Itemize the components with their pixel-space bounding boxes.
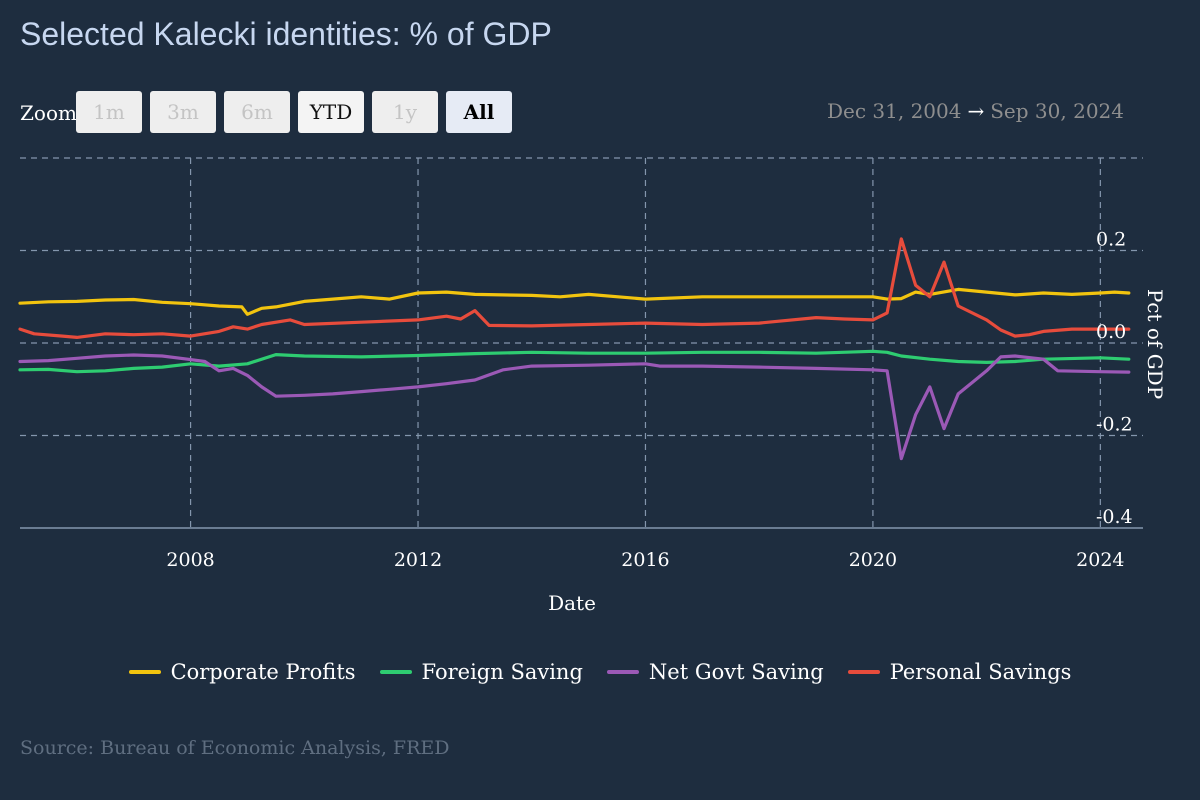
- x-tick-label: 2020: [849, 549, 897, 571]
- legend-item-net-govt-saving[interactable]: Net Govt Saving: [606, 660, 824, 684]
- range-to[interactable]: Sep 30, 2024: [990, 99, 1124, 123]
- range-arrow: →: [967, 99, 985, 123]
- x-tick-label: 2012: [394, 549, 442, 571]
- range-from[interactable]: Dec 31, 2004: [826, 99, 962, 123]
- grid: [20, 157, 1143, 529]
- x-tick-label: 2016: [621, 549, 669, 571]
- legend-label: Corporate Profits: [170, 660, 356, 684]
- zoom-1y-button[interactable]: 1y: [372, 91, 438, 133]
- series-line-net-govt-saving[interactable]: [18, 353, 1131, 461]
- zoom-6m-button[interactable]: 6m: [224, 91, 290, 133]
- zoom-1m-button[interactable]: 1m: [76, 91, 142, 133]
- x-axis-label: Date: [548, 591, 596, 615]
- legend-item-personal-savings[interactable]: Personal Savings: [847, 660, 1072, 684]
- legend: Corporate Profits Foreign Saving Net Govt …: [0, 660, 1200, 684]
- series-line-personal-savings[interactable]: [18, 237, 1131, 339]
- zoom-label: Zoom: [20, 101, 77, 125]
- series-line-foreign-saving[interactable]: [18, 349, 1131, 374]
- zoom-all-button[interactable]: All: [446, 91, 512, 133]
- legend-item-foreign-saving[interactable]: Foreign Saving: [379, 660, 583, 684]
- legend-label: Foreign Saving: [421, 660, 583, 684]
- x-tick-label: 2024: [1076, 549, 1124, 571]
- y-tick-label: -0.4: [1096, 506, 1133, 528]
- legend-swatch: [606, 670, 639, 674]
- zoom-3m-button[interactable]: 3m: [150, 91, 216, 133]
- y-tick-label: 0.2: [1096, 229, 1126, 251]
- legend-swatch: [847, 670, 880, 674]
- date-range: Dec 31, 2004 → Sep 30, 2024: [827, 99, 1124, 123]
- x-tick-label: 2008: [166, 549, 214, 571]
- series-line-corporate-profits[interactable]: [18, 287, 1131, 316]
- legend-label: Net Govt Saving: [648, 660, 824, 684]
- y-axis-label: Pct of GDP: [1143, 289, 1167, 399]
- legend-swatch: [379, 670, 412, 674]
- legend-label: Personal Savings: [889, 660, 1072, 684]
- axis-ticks: 2008 2012 2016 2020 2024 0.2 0.0 -0.2 -0.4: [166, 229, 1132, 572]
- chart-title: Selected Kalecki identities: % of GDP: [20, 16, 552, 52]
- y-tick-label: -0.2: [1096, 414, 1133, 436]
- legend-swatch: [128, 670, 161, 674]
- source-note: Source: Bureau of Economic Analysis, FRE…: [20, 737, 450, 759]
- zoom-ytd-button[interactable]: YTD: [298, 91, 364, 133]
- series-lines: [18, 237, 1131, 461]
- legend-item-corporate-profits[interactable]: Corporate Profits: [128, 660, 356, 684]
- y-tick-label: 0.0: [1096, 321, 1126, 343]
